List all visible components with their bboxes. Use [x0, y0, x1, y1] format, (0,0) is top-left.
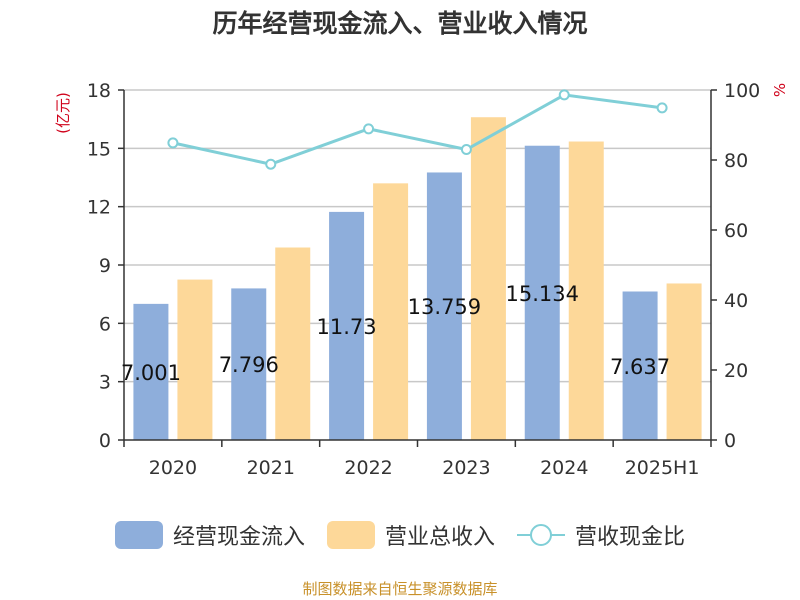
x-tick-label: 2024: [540, 457, 588, 479]
legend-label-revenue: 营业总收入: [384, 525, 495, 550]
bar-revenue: [177, 279, 213, 440]
legend-swatch-cash-inflow: [114, 521, 163, 549]
bar-cash-inflow: [622, 291, 658, 440]
bar-revenue: [470, 117, 506, 440]
legend-swatch-revenue: [326, 521, 375, 549]
ratio-line-path: [172, 93, 663, 166]
x-tick-label: 2023: [442, 457, 490, 479]
left-tick-label: 12: [87, 197, 111, 219]
bar-revenue: [373, 183, 409, 441]
left-tick-label: 18: [87, 80, 111, 102]
right-tick-label: 0: [724, 430, 736, 452]
bar-revenue: [568, 141, 604, 440]
bar-revenue: [666, 283, 702, 440]
bar-cash-inflow: [329, 211, 365, 440]
legend-item-cash-inflow[interactable]: 经营现金流入: [114, 519, 305, 551]
bar-revenue: [275, 247, 311, 440]
data-label-cash-inflow: 15.134: [506, 282, 579, 306]
left-tick-label: 0: [99, 430, 111, 452]
ratio-point: [656, 102, 668, 114]
bar-cash-inflow: [231, 288, 267, 440]
data-label-cash-inflow: 7.001: [121, 361, 181, 385]
data-label-cash-inflow: 13.759: [408, 295, 481, 319]
axes: 0 3 6 9 12 15 18 0 20 40 60 80 100 2020 2021 2022 2023 20…: [87, 80, 760, 479]
ratio-point: [460, 144, 472, 155]
x-tick-label: 2025H1: [625, 457, 700, 479]
left-tick-label: 9: [99, 255, 111, 277]
legend-label-ratio: 营收现金比: [575, 525, 686, 550]
right-tick-label: 100: [724, 80, 760, 102]
data-label-cash-inflow: 7.796: [219, 353, 279, 377]
ratio-point: [363, 123, 375, 135]
data-label-cash-inflow: 7.637: [610, 355, 670, 379]
right-axis-unit: %: [771, 83, 789, 97]
right-tick-label: 60: [724, 220, 748, 242]
x-tick-label: 2022: [344, 457, 392, 479]
ratio-point: [265, 158, 277, 170]
right-tick-label: 80: [724, 150, 748, 172]
x-tick-label: 2021: [247, 457, 295, 479]
left-tick-label: 6: [99, 313, 111, 335]
ratio-line: [167, 89, 668, 170]
bars: [133, 117, 702, 441]
chart-plot: 0 3 6 9 12 15 18 0 20 40 60 80 100 2020 2021 2022 2023 20…: [54, 80, 789, 479]
bar-cash-inflow: [524, 145, 560, 440]
chart-title: 历年经营现金流入、营业收入情况: [212, 9, 588, 38]
legend-swatch-ratio: [517, 521, 565, 549]
left-tick-label: 3: [99, 372, 111, 394]
legend-label-cash-inflow: 经营现金流入: [172, 525, 305, 550]
ratio-point: [558, 89, 570, 101]
bar-cash-inflow: [133, 303, 169, 440]
right-tick-label: 40: [724, 290, 748, 312]
left-tick-label: 15: [87, 138, 111, 160]
gridlines: [124, 89, 711, 383]
x-tick-label: 2020: [149, 457, 197, 479]
legend: 经营现金流入 营业总收入 营收现金比: [0, 517, 800, 553]
bar-cash-inflow: [426, 172, 462, 441]
legend-item-ratio[interactable]: 营收现金比: [517, 519, 685, 551]
legend-item-revenue[interactable]: 营业总收入: [326, 519, 495, 551]
data-label-cash-inflow: 11.73: [317, 315, 377, 339]
right-tick-label: 20: [724, 360, 748, 382]
data-labels: 7.001 7.796 11.73 13.759 15.134 7.637: [121, 282, 670, 385]
source-note: 制图数据来自恒生聚源数据库: [302, 580, 498, 598]
left-axis-unit: (亿元): [54, 92, 72, 134]
ratio-point: [167, 137, 179, 149]
